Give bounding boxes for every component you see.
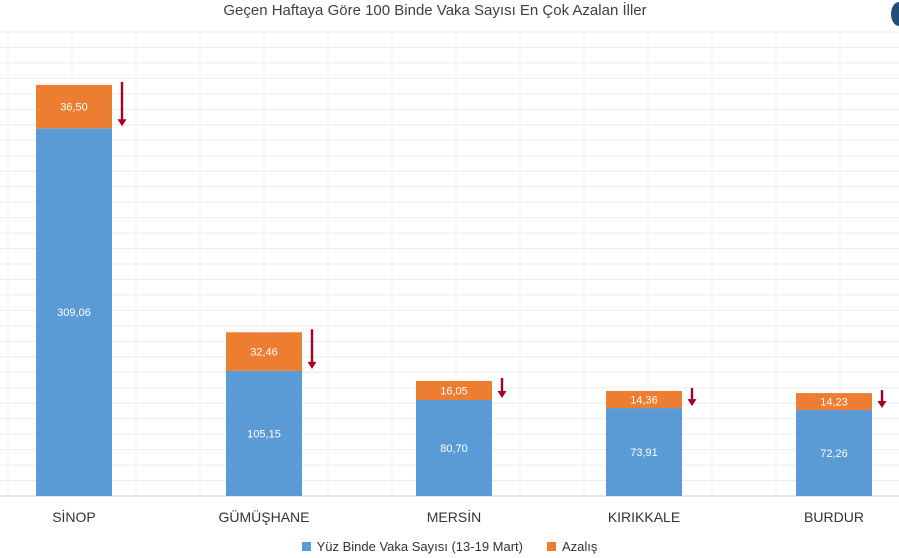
legend-label-decrease: Azalış: [562, 538, 598, 554]
category-labels: SİNOP GÜMÜŞHANE MERSİN KIRIKKALE BURDUR: [52, 508, 864, 525]
category-label-3: KIRIKKALE: [608, 509, 680, 525]
decrease-arrow-icon-1: [307, 329, 317, 369]
bar-cases-3: [606, 408, 682, 496]
data-label-decrease-4: 14,23: [820, 397, 848, 409]
data-labels: 309,06 36,50 105,15 32,46 80,70 16,05 73,91 14,…: [57, 102, 848, 460]
data-label-cases-3: 73,91: [630, 447, 658, 459]
category-label-0: SİNOP: [52, 508, 96, 525]
bar-cases-2: [416, 399, 492, 496]
arrow-head: [117, 119, 127, 127]
legend-swatch-decrease: [547, 541, 556, 551]
bar-decrease-0: [36, 84, 112, 129]
bar-cases-4: [796, 410, 872, 496]
data-label-decrease-1: 32,46: [250, 347, 278, 359]
decrease-arrows: [117, 81, 887, 409]
bar-cases-1: [226, 370, 302, 496]
data-label-decrease-3: 14,36: [630, 395, 658, 407]
decrease-arrow-icon-2: [497, 377, 507, 398]
legend-label-cases: Yüz Binde Vaka Sayısı (13-19 Mart): [316, 538, 523, 554]
decrease-arrow-icon-3: [687, 387, 697, 407]
bar-decrease-3: [606, 390, 682, 409]
data-label-decrease-2: 16,05: [440, 385, 468, 397]
data-label-cases-2: 80,70: [440, 443, 468, 455]
decrease-arrow-icon-0: [117, 81, 127, 127]
decrease-arrow-icon-4: [877, 390, 887, 409]
legend-item-decrease: Azalış: [547, 539, 597, 554]
chart-title: Geçen Haftaya Göre 100 Binde Vaka Sayısı…: [223, 2, 647, 19]
arrow-head: [877, 401, 887, 409]
arrow-head: [687, 399, 697, 407]
bar-decrease-1: [226, 332, 302, 371]
data-label-cases-1: 105,15: [247, 428, 281, 440]
bars: [36, 84, 872, 496]
data-label-decrease-0: 36,50: [60, 102, 88, 114]
bar-decrease-2: [416, 380, 492, 400]
legend-item-cases: Yüz Binde Vaka Sayısı (13-19 Mart): [301, 538, 523, 554]
legend: Yüz Binde Vaka Sayısı (13-19 Mart) Azalı…: [0, 536, 899, 556]
bar-chart: 309,06 36,50 105,15 32,46 80,70 16,05 73,91 14,…: [0, 31, 899, 525]
legend-swatch-cases: [301, 541, 311, 551]
category-label-1: GÜMÜŞHANE: [218, 508, 309, 525]
arrow-head: [307, 361, 317, 369]
data-label-cases-4: 72,26: [820, 448, 848, 460]
arrow-head: [497, 390, 507, 398]
bar-cases-0: [36, 128, 112, 496]
edge-badge-icon: [891, 2, 899, 26]
category-label-2: MERSİN: [427, 508, 481, 525]
data-label-cases-0: 309,06: [57, 307, 91, 319]
bar-decrease-4: [796, 393, 872, 411]
category-label-4: BURDUR: [804, 509, 864, 525]
